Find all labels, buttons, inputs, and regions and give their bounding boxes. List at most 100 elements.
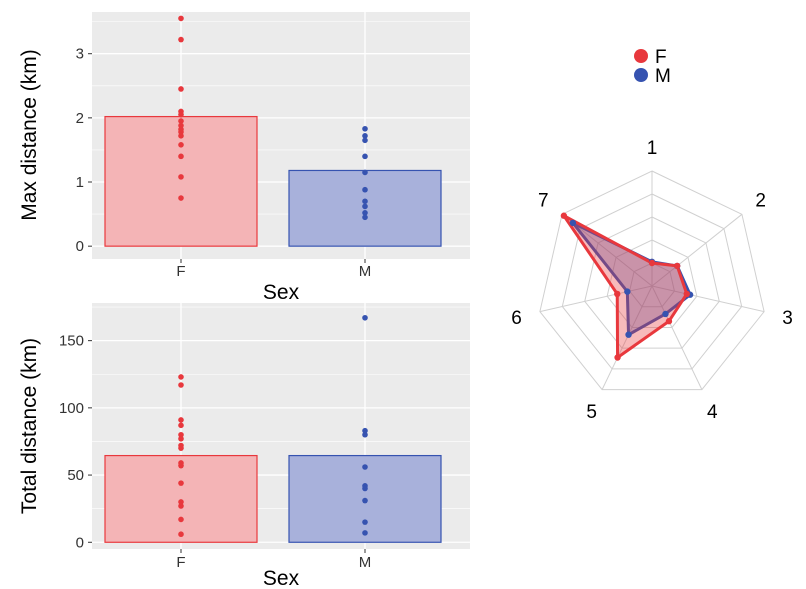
- radar-point-m: [624, 288, 631, 295]
- max-point-f: [178, 118, 184, 124]
- total-point-f: [178, 503, 184, 509]
- radar-point-f: [648, 259, 656, 267]
- max-point-m: [362, 169, 368, 176]
- total-y-axis-label: Total distance (km): [18, 338, 41, 514]
- total-distance-marks: 0 50 100 150: [59, 303, 470, 553]
- max-point-f: [178, 86, 184, 92]
- total-x-tick-f: F: [176, 554, 185, 571]
- radar-axis-label-5: 5: [586, 402, 597, 423]
- max-x-tick-f: F: [176, 263, 185, 280]
- max-point-f: [178, 15, 184, 22]
- max-y-tick-1: 1: [76, 174, 84, 191]
- max-point-m: [362, 133, 368, 139]
- max-point-m: [362, 198, 368, 205]
- max-point-f: [178, 153, 184, 160]
- max-point-f: [178, 129, 184, 135]
- max-y-tick-2: 2: [76, 110, 84, 127]
- total-point-m: [362, 519, 368, 525]
- radar-spoke: [651, 285, 765, 313]
- radar-grid-ring: [629, 262, 675, 308]
- total-x-axis-label: Sex: [263, 567, 300, 589]
- total-y-tick-50: 50: [67, 467, 84, 484]
- max-point-f: [178, 133, 184, 139]
- max-distance-chart: 0 1 2 3 F M Sex Max distance (km): [18, 12, 470, 304]
- total-point-m: [362, 497, 368, 504]
- total-point-m: [362, 427, 368, 434]
- total-point-m: [362, 530, 368, 536]
- total-y-tick-150: 150: [59, 333, 84, 350]
- max-point-f: [178, 174, 184, 180]
- total-point-f: [178, 435, 184, 442]
- total-x-tick-m: M: [359, 554, 372, 571]
- radar-spoke: [651, 285, 703, 390]
- radar-axis-label-1: 1: [647, 138, 658, 159]
- total-point-m: [362, 314, 368, 321]
- radar-grid-ring: [539, 170, 765, 391]
- legend-swatch-f: [634, 49, 648, 63]
- radar-spoke: [539, 285, 653, 313]
- total-point-f: [178, 374, 184, 380]
- max-point-m: [362, 125, 368, 132]
- max-distance-marks: 0 1 2 3: [76, 12, 470, 263]
- max-point-f: [178, 36, 184, 43]
- max-x-axis-label: Sex: [263, 281, 300, 304]
- max-x-tick-m: M: [359, 263, 372, 280]
- total-bar-f: [104, 454, 258, 543]
- radar-axis-label-7: 7: [538, 190, 549, 211]
- radar-point-f: [560, 212, 568, 219]
- radar-point-f: [673, 262, 681, 270]
- total-point-m: [362, 485, 368, 492]
- total-point-f: [178, 462, 184, 469]
- radar-grid-ring: [561, 193, 743, 370]
- total-point-f: [178, 516, 184, 523]
- radar-point-m: [662, 310, 669, 318]
- total-point-f: [178, 499, 184, 505]
- total-point-f: [178, 431, 184, 438]
- radar-area-f: [562, 214, 689, 359]
- radar-axis-label-4: 4: [707, 402, 718, 423]
- total-point-f: [178, 531, 184, 538]
- max-point-m: [362, 137, 368, 144]
- radar-axis-label-2: 2: [755, 190, 766, 211]
- radar-point-m: [625, 331, 632, 338]
- legend-label-m: M: [655, 66, 671, 87]
- radar-point-f: [665, 318, 673, 325]
- legend-swatch-m: [634, 68, 648, 82]
- max-point-f: [178, 195, 184, 201]
- total-y-tick-0: 0: [76, 534, 84, 551]
- radar-marks: 1 2 3 4 5 6 7: [511, 138, 793, 423]
- max-y-axis-label: Max distance (km): [18, 49, 41, 221]
- legend-label-f: F: [655, 47, 667, 68]
- max-point-m: [362, 186, 368, 193]
- radar-axis-label-3: 3: [782, 308, 793, 329]
- max-point-m: [362, 210, 368, 216]
- total-point-m: [362, 464, 368, 470]
- max-point-f: [178, 142, 184, 148]
- radar-grid-ring: [606, 239, 698, 328]
- total-distance-chart: 0 50 100 150 F M Sex Total distance (km): [18, 303, 470, 589]
- max-point-f: [178, 122, 184, 129]
- max-point-f: [178, 111, 184, 118]
- max-point-m: [362, 214, 368, 221]
- total-point-m: [362, 431, 368, 438]
- radar-point-m: [569, 219, 577, 227]
- total-point-f: [178, 445, 184, 451]
- radar-spoke: [601, 285, 653, 390]
- radar-point-f: [614, 290, 621, 298]
- radar-spoke: [651, 213, 743, 287]
- radar-chart: 1 2 3 4 5 6 7 F M: [511, 47, 793, 423]
- total-point-f: [178, 417, 184, 423]
- total-y-tick-100: 100: [59, 400, 84, 417]
- total-point-f: [178, 382, 184, 388]
- radar-point-f: [683, 290, 690, 298]
- total-point-f: [178, 422, 184, 429]
- total-point-f: [178, 480, 184, 486]
- radar-axis-label-6: 6: [511, 308, 522, 329]
- radar-point-f: [614, 354, 621, 361]
- max-y-tick-0: 0: [76, 238, 84, 255]
- max-point-m: [362, 203, 368, 210]
- max-point-m: [362, 153, 368, 160]
- max-y-tick-3: 3: [76, 46, 84, 63]
- radar-legend: F M: [634, 47, 671, 87]
